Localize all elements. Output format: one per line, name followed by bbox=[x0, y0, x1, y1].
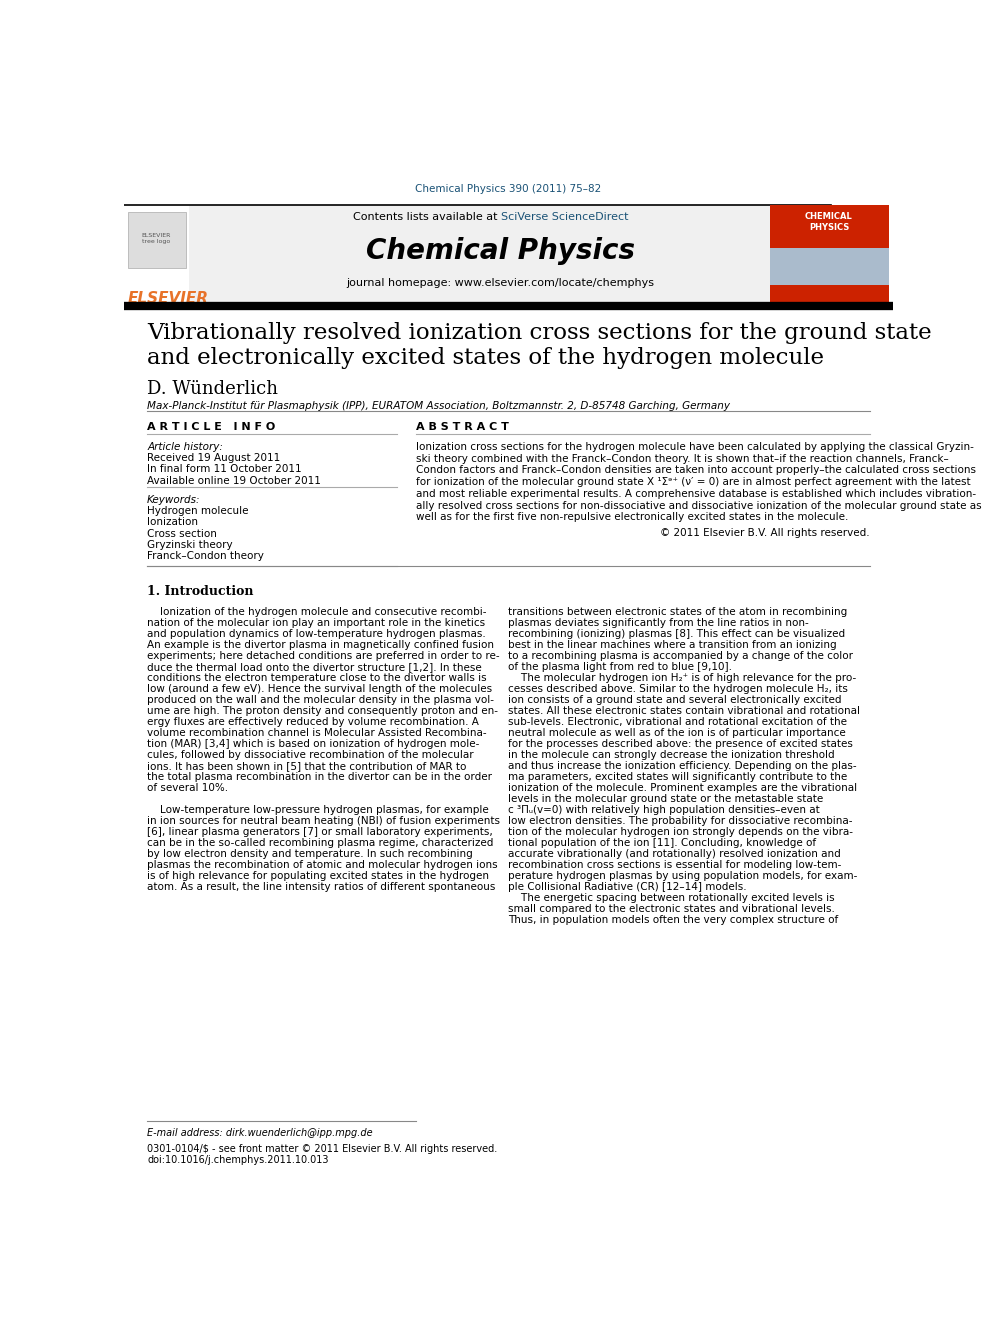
Text: ELSEVIER: ELSEVIER bbox=[128, 291, 209, 306]
Text: low electron densities. The probability for dissociative recombina-: low electron densities. The probability … bbox=[509, 816, 853, 826]
Text: ELSEVIER
tree logo: ELSEVIER tree logo bbox=[142, 233, 171, 243]
Text: small compared to the electronic states and vibrational levels.: small compared to the electronic states … bbox=[509, 904, 835, 914]
Text: neutral molecule as well as of the ion is of particular importance: neutral molecule as well as of the ion i… bbox=[509, 728, 846, 738]
Text: Vibrationally resolved ionization cross sections for the ground state: Vibrationally resolved ionization cross … bbox=[147, 321, 931, 344]
Text: © 2011 Elsevier B.V. All rights reserved.: © 2011 Elsevier B.V. All rights reserved… bbox=[660, 528, 870, 538]
FancyBboxPatch shape bbox=[770, 205, 889, 249]
Text: Cross section: Cross section bbox=[147, 529, 217, 538]
Text: experiments; here detached conditions are preferred in order to re-: experiments; here detached conditions ar… bbox=[147, 651, 500, 662]
Text: by low electron density and temperature. In such recombining: by low electron density and temperature.… bbox=[147, 849, 473, 859]
Text: Chemical Physics 390 (2011) 75–82: Chemical Physics 390 (2011) 75–82 bbox=[416, 184, 601, 194]
Text: sub-levels. Electronic, vibrational and rotational excitation of the: sub-levels. Electronic, vibrational and … bbox=[509, 717, 847, 728]
Text: Chemical Physics: Chemical Physics bbox=[366, 237, 635, 265]
Text: The molecular hydrogen ion H₂⁺ is of high relevance for the pro-: The molecular hydrogen ion H₂⁺ is of hig… bbox=[509, 673, 857, 683]
Text: the total plasma recombination in the divertor can be in the order: the total plasma recombination in the di… bbox=[147, 773, 492, 782]
Text: conditions the electron temperature close to the divertor walls is: conditions the electron temperature clos… bbox=[147, 673, 487, 683]
Text: of several 10%.: of several 10%. bbox=[147, 783, 228, 792]
Text: In final form 11 October 2011: In final form 11 October 2011 bbox=[147, 464, 302, 475]
Text: [6], linear plasma generators [7] or small laboratory experiments,: [6], linear plasma generators [7] or sma… bbox=[147, 827, 493, 837]
Text: for the processes described above: the presence of excited states: for the processes described above: the p… bbox=[509, 740, 853, 749]
Text: Ionization: Ionization bbox=[147, 517, 198, 528]
Text: Ionization cross sections for the hydrogen molecule have been calculated by appl: Ionization cross sections for the hydrog… bbox=[417, 442, 974, 452]
Text: plasmas deviates significantly from the line ratios in non-: plasmas deviates significantly from the … bbox=[509, 618, 809, 628]
Text: journal homepage: www.elsevier.com/locate/chemphys: journal homepage: www.elsevier.com/locat… bbox=[347, 278, 655, 288]
Text: for ionization of the molecular ground state X ¹Σᵊ⁺ (ν′ = 0) are in almost perfe: for ionization of the molecular ground s… bbox=[417, 478, 971, 487]
Text: ma parameters, excited states will significantly contribute to the: ma parameters, excited states will signi… bbox=[509, 773, 847, 782]
Text: The energetic spacing between rotationally excited levels is: The energetic spacing between rotational… bbox=[509, 893, 835, 904]
Text: ally resolved cross sections for non-dissociative and dissociative ionization of: ally resolved cross sections for non-dis… bbox=[417, 500, 982, 511]
Text: Article history:: Article history: bbox=[147, 442, 223, 452]
Text: ski theory combined with the Franck–Condon theory. It is shown that–if the react: ski theory combined with the Franck–Cond… bbox=[417, 454, 949, 463]
Text: transitions between electronic states of the atom in recombining: transitions between electronic states of… bbox=[509, 607, 847, 617]
Text: recombining (ionizing) plasmas [8]. This effect can be visualized: recombining (ionizing) plasmas [8]. This… bbox=[509, 628, 845, 639]
Text: ions. It has been shown in [5] that the contribution of MAR to: ions. It has been shown in [5] that the … bbox=[147, 761, 466, 771]
Text: Max-Planck-Institut für Plasmaphysik (IPP), EURATOM Association, Boltzmannstr. 2: Max-Planck-Institut für Plasmaphysik (IP… bbox=[147, 401, 730, 411]
Text: and electronically excited states of the hydrogen molecule: and electronically excited states of the… bbox=[147, 347, 824, 369]
FancyBboxPatch shape bbox=[124, 205, 189, 307]
Text: Gryzinski theory: Gryzinski theory bbox=[147, 540, 233, 550]
Text: Received 19 August 2011: Received 19 August 2011 bbox=[147, 454, 281, 463]
Text: in ion sources for neutral beam heating (NBI) of fusion experiments: in ion sources for neutral beam heating … bbox=[147, 816, 500, 826]
Text: accurate vibrationally (and rotationally) resolved ionization and: accurate vibrationally (and rotationally… bbox=[509, 849, 841, 859]
Text: of the plasma light from red to blue [9,10].: of the plasma light from red to blue [9,… bbox=[509, 662, 732, 672]
Text: 0301-0104/$ - see front matter © 2011 Elsevier B.V. All rights reserved.: 0301-0104/$ - see front matter © 2011 El… bbox=[147, 1144, 497, 1154]
Text: recombination cross sections is essential for modeling low-tem-: recombination cross sections is essentia… bbox=[509, 860, 842, 871]
Text: and thus increase the ionization efficiency. Depending on the plas-: and thus increase the ionization efficie… bbox=[509, 761, 857, 771]
Text: perature hydrogen plasmas by using population models, for exam-: perature hydrogen plasmas by using popul… bbox=[509, 871, 858, 881]
Text: ume are high. The proton density and consequently proton and en-: ume are high. The proton density and con… bbox=[147, 706, 498, 716]
Text: to a recombining plasma is accompanied by a change of the color: to a recombining plasma is accompanied b… bbox=[509, 651, 853, 662]
Text: D. Wünderlich: D. Wünderlich bbox=[147, 380, 278, 398]
Text: ergy fluxes are effectively reduced by volume recombination. A: ergy fluxes are effectively reduced by v… bbox=[147, 717, 479, 728]
Text: in the molecule can strongly decrease the ionization threshold: in the molecule can strongly decrease th… bbox=[509, 750, 835, 759]
Text: atom. As a result, the line intensity ratios of different spontaneous: atom. As a result, the line intensity ra… bbox=[147, 882, 495, 892]
Text: tion (MAR) [3,4] which is based on ionization of hydrogen mole-: tion (MAR) [3,4] which is based on ioniz… bbox=[147, 740, 479, 749]
Text: Hydrogen molecule: Hydrogen molecule bbox=[147, 507, 249, 516]
FancyBboxPatch shape bbox=[770, 249, 889, 284]
Text: E-mail address: dirk.wuenderlich@ipp.mpg.de: E-mail address: dirk.wuenderlich@ipp.mpg… bbox=[147, 1127, 373, 1138]
Text: and most reliable experimental results. A comprehensive database is established : and most reliable experimental results. … bbox=[417, 488, 976, 499]
Text: Contents lists available at: Contents lists available at bbox=[353, 212, 501, 222]
Text: tion of the molecular hydrogen ion strongly depends on the vibra-: tion of the molecular hydrogen ion stron… bbox=[509, 827, 853, 837]
Text: plasmas the recombination of atomic and molecular hydrogen ions: plasmas the recombination of atomic and … bbox=[147, 860, 498, 871]
Text: tional population of the ion [11]. Concluding, knowledge of: tional population of the ion [11]. Concl… bbox=[509, 837, 816, 848]
FancyBboxPatch shape bbox=[128, 212, 186, 267]
FancyBboxPatch shape bbox=[189, 205, 770, 307]
Text: c ³Πᵤ(v=0) with relatively high population densities–even at: c ³Πᵤ(v=0) with relatively high populati… bbox=[509, 804, 820, 815]
Text: can be in the so-called recombining plasma regime, characterized: can be in the so-called recombining plas… bbox=[147, 837, 493, 848]
Text: cesses described above. Similar to the hydrogen molecule H₂, its: cesses described above. Similar to the h… bbox=[509, 684, 848, 695]
Text: 1. Introduction: 1. Introduction bbox=[147, 585, 254, 598]
Text: doi:10.1016/j.chemphys.2011.10.013: doi:10.1016/j.chemphys.2011.10.013 bbox=[147, 1155, 328, 1166]
Text: Franck–Condon theory: Franck–Condon theory bbox=[147, 550, 264, 561]
Text: volume recombination channel is Molecular Assisted Recombina-: volume recombination channel is Molecula… bbox=[147, 728, 487, 738]
Text: is of high relevance for populating excited states in the hydrogen: is of high relevance for populating exci… bbox=[147, 871, 489, 881]
Text: and population dynamics of low-temperature hydrogen plasmas.: and population dynamics of low-temperatu… bbox=[147, 628, 486, 639]
Text: A R T I C L E   I N F O: A R T I C L E I N F O bbox=[147, 422, 276, 431]
Text: An example is the divertor plasma in magnetically confined fusion: An example is the divertor plasma in mag… bbox=[147, 640, 494, 650]
Text: well as for the first five non-repulsive electronically excited states in the mo: well as for the first five non-repulsive… bbox=[417, 512, 848, 523]
Text: Available online 19 October 2011: Available online 19 October 2011 bbox=[147, 475, 321, 486]
Text: states. All these electronic states contain vibrational and rotational: states. All these electronic states cont… bbox=[509, 706, 860, 716]
Text: nation of the molecular ion play an important role in the kinetics: nation of the molecular ion play an impo… bbox=[147, 618, 485, 628]
Text: A B S T R A C T: A B S T R A C T bbox=[417, 422, 509, 431]
Text: duce the thermal load onto the divertor structure [1,2]. In these: duce the thermal load onto the divertor … bbox=[147, 662, 482, 672]
Text: Keywords:: Keywords: bbox=[147, 495, 200, 505]
Text: Thus, in population models often the very complex structure of: Thus, in population models often the ver… bbox=[509, 916, 838, 925]
FancyBboxPatch shape bbox=[770, 205, 889, 307]
Text: ion consists of a ground state and several electronically excited: ion consists of a ground state and sever… bbox=[509, 695, 842, 705]
Text: ionization of the molecule. Prominent examples are the vibrational: ionization of the molecule. Prominent ex… bbox=[509, 783, 857, 792]
Text: cules, followed by dissociative recombination of the molecular: cules, followed by dissociative recombin… bbox=[147, 750, 474, 759]
Text: Condon factors and Franck–Condon densities are taken into account properly–the c: Condon factors and Franck–Condon densiti… bbox=[417, 466, 976, 475]
Text: produced on the wall and the molecular density in the plasma vol-: produced on the wall and the molecular d… bbox=[147, 695, 494, 705]
Text: ple Collisional Radiative (CR) [12–14] models.: ple Collisional Radiative (CR) [12–14] m… bbox=[509, 882, 747, 892]
Text: best in the linear machines where a transition from an ionizing: best in the linear machines where a tran… bbox=[509, 640, 837, 650]
Text: CHEMICAL
PHYSICS: CHEMICAL PHYSICS bbox=[806, 212, 853, 232]
Text: SciVerse ScienceDirect: SciVerse ScienceDirect bbox=[501, 212, 628, 222]
Text: Low-temperature low-pressure hydrogen plasmas, for example: Low-temperature low-pressure hydrogen pl… bbox=[147, 804, 489, 815]
Text: Ionization of the hydrogen molecule and consecutive recombi-: Ionization of the hydrogen molecule and … bbox=[147, 607, 486, 617]
Text: levels in the molecular ground state or the metastable state: levels in the molecular ground state or … bbox=[509, 794, 823, 804]
Text: low (around a few eV). Hence the survival length of the molecules: low (around a few eV). Hence the surviva… bbox=[147, 684, 492, 695]
FancyBboxPatch shape bbox=[770, 284, 889, 307]
